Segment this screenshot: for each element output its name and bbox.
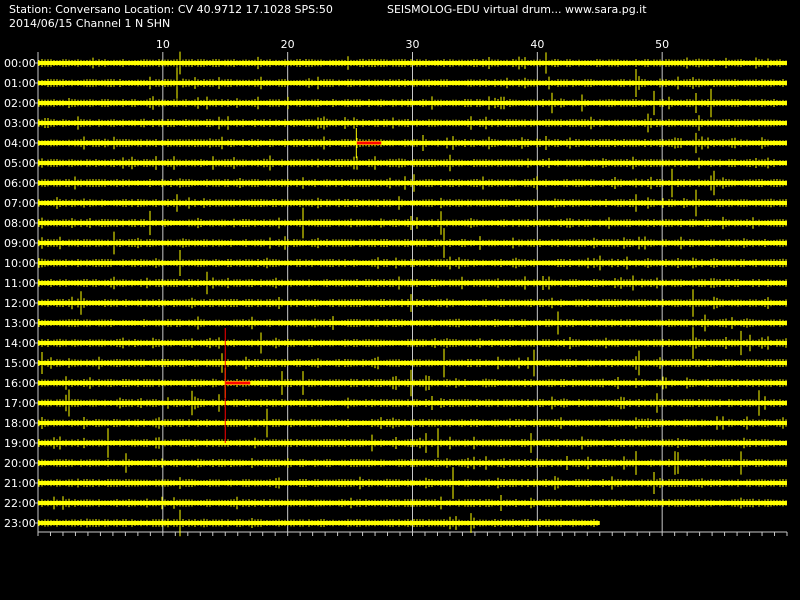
trace-baseline [38,281,787,285]
trace-signal [38,228,787,258]
trace-signal [38,168,787,198]
trace-baseline [38,341,787,345]
trace-baseline [38,301,787,305]
trace-signal [38,311,787,335]
trace-baseline [38,381,787,385]
row-time-label: 07:00 [4,197,36,210]
row-time-label: 16:00 [4,377,36,390]
row-time-label: 23:00 [4,517,36,530]
drum-title: SEISMOLOG-EDU virtual drum... www.sara.p… [387,3,647,16]
trace-baseline [38,141,787,145]
trace-baseline [38,361,787,365]
trace-signal [38,428,787,458]
trace-baseline [38,401,787,405]
row-time-label: 10:00 [4,257,36,270]
trace-signal [38,289,787,317]
trace-signal [38,495,787,511]
trace-signal [38,327,787,359]
trace-baseline [38,481,787,485]
row-time-label: 04:00 [4,137,36,150]
trace-baseline [38,181,787,185]
trace-baseline [38,241,787,245]
trace-signal [38,467,787,499]
trace-baseline [38,121,787,125]
station-info: Station: Conversano Location: CV 40.9712… [9,3,333,16]
trace-signal [38,369,787,397]
row-time-label: 02:00 [4,97,36,110]
trace-signal [38,389,787,417]
trace-baseline [38,261,787,265]
row-time-label: 17:00 [4,397,36,410]
date-channel: 2014/06/15 Channel 1 N SHN [9,17,171,30]
row-time-label: 18:00 [4,417,36,430]
trace-baseline [38,161,787,165]
trace-baseline [38,441,787,445]
row-time-label: 14:00 [4,337,36,350]
row-time-label: 20:00 [4,457,36,470]
x-tick-label: 30 [406,38,420,51]
row-time-label: 12:00 [4,297,36,310]
trace-signal [38,51,787,75]
trace-baseline [38,501,787,505]
trace-signal [38,271,787,295]
x-tick-label: 10 [156,38,170,51]
trace-signal [38,154,787,172]
trace-baseline [38,321,787,325]
trace-baseline [38,61,787,65]
trace-signal [38,348,787,378]
trace-signal [38,88,787,118]
x-tick-label: 40 [530,38,544,51]
row-time-label: 09:00 [4,237,36,250]
event-marker [224,368,251,398]
trace-signal [38,113,787,133]
trace-baseline [38,201,787,205]
row-time-label: 11:00 [4,277,36,290]
trace-signal [38,250,787,276]
event-marker [355,128,382,158]
row-time-label: 03:00 [4,117,36,130]
trace-baseline [38,101,787,105]
row-time-label: 15:00 [4,357,36,370]
row-time-label: 13:00 [4,317,36,330]
x-tick-label: 50 [655,38,669,51]
row-time-label: 06:00 [4,177,36,190]
row-time-label: 05:00 [4,157,36,170]
row-time-label: 21:00 [4,477,36,490]
x-tick-label: 20 [281,38,295,51]
row-time-label: 01:00 [4,77,36,90]
trace-baseline [38,521,600,525]
trace-baseline [38,421,787,425]
trace-baseline [38,81,787,85]
trace-signal [38,67,787,99]
trace-signal [38,509,598,537]
trace-signal [38,189,787,217]
trace-signal [38,207,787,239]
trace-baseline [38,461,787,465]
row-time-label: 08:00 [4,217,36,230]
row-time-label: 22:00 [4,497,36,510]
trace-signal [38,451,787,475]
row-time-label: 00:00 [4,57,36,70]
trace-signal [38,408,787,438]
trace-baseline [38,221,787,225]
row-time-label: 19:00 [4,437,36,450]
